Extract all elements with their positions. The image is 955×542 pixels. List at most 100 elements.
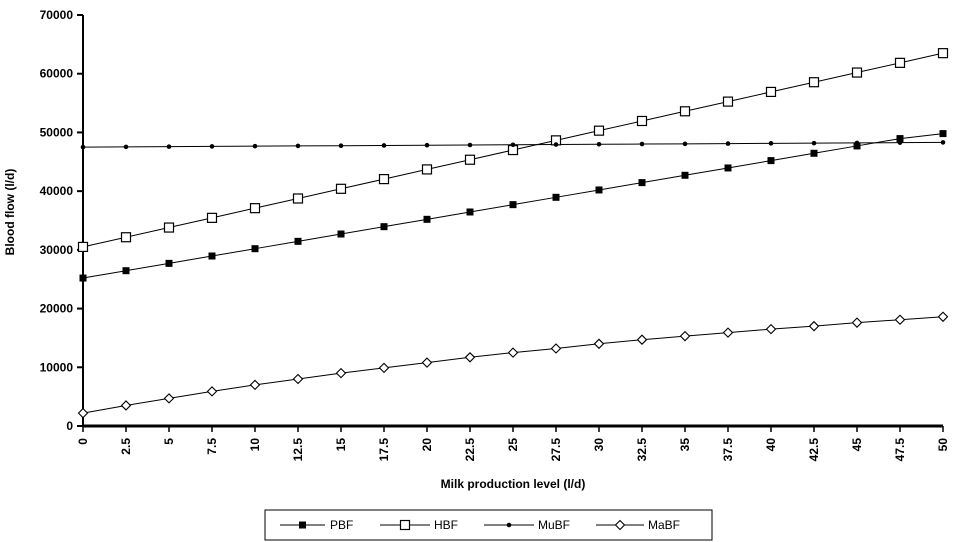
data-point-hbf [292, 193, 304, 204]
data-point-hbf [851, 67, 863, 78]
data-point-pbf [724, 164, 732, 172]
data-point-pbf [251, 245, 259, 253]
data-point-mabf [292, 373, 304, 385]
data-point-mabf [163, 393, 175, 404]
x-tick-label: 30 [592, 438, 606, 452]
data-point-pbf [896, 135, 904, 143]
data-point-mabf [679, 330, 691, 342]
data-point-mubf [854, 140, 860, 146]
data-point-mabf [120, 400, 132, 411]
data-point-mabf [206, 386, 218, 397]
data-point-hbf [894, 57, 906, 68]
data-point-mubf [768, 141, 774, 146]
data-point-hbf [808, 77, 820, 88]
data-point-pbf [767, 157, 775, 165]
data-point-hbf [77, 241, 89, 253]
data-point-mubf [338, 143, 344, 148]
legend-marker-mubf [506, 522, 512, 528]
data-point-mabf [765, 323, 777, 335]
data-point-hbf [679, 106, 691, 117]
x-tick-label: 37.5 [721, 438, 735, 462]
x-tick-label: 25 [506, 438, 520, 452]
data-point-hbf [593, 125, 605, 136]
y-tick-label: 0 [66, 419, 73, 433]
data-point-pbf [466, 208, 474, 216]
x-tick-label: 42.5 [807, 438, 821, 462]
data-point-mubf [811, 140, 817, 146]
data-point-mubf [123, 144, 129, 150]
data-point-mubf [209, 144, 215, 149]
data-point-hbf [249, 203, 261, 214]
data-point-mabf [335, 367, 347, 379]
legend-marker-hbf [399, 519, 411, 531]
data-point-mabf [421, 357, 433, 368]
data-point-hbf [120, 232, 132, 243]
data-point-pbf [337, 230, 345, 238]
data-point-pbf [681, 171, 689, 179]
x-tick-label: 20 [420, 438, 434, 452]
data-point-mubf [940, 140, 946, 145]
data-point-hbf [722, 96, 734, 107]
data-point-mabf [378, 362, 390, 374]
x-axis-ticks: 0 2.5 5 7.5 10 12.5 15 17.5 20 22.5 25 27.5 30 32.5 35… [76, 426, 950, 461]
data-point-mubf [295, 143, 301, 149]
data-point-hbf [335, 183, 347, 194]
data-point-mabf [894, 314, 906, 326]
x-tick-label: 7.5 [205, 438, 219, 455]
data-point-hbf [206, 212, 218, 223]
data-point-hbf [378, 174, 390, 185]
data-point-hbf [464, 154, 476, 165]
y-tick-label: 40000 [40, 184, 74, 198]
x-tick-label: 50 [936, 438, 950, 452]
x-tick-label: 27.5 [549, 438, 563, 462]
data-point-mabf [722, 327, 734, 338]
data-point-mubf [467, 142, 473, 148]
series-lines [82, 52, 944, 414]
data-point-hbf [163, 222, 175, 233]
x-tick-label: 12.5 [291, 438, 305, 462]
data-point-mubf [510, 142, 516, 148]
data-point-pbf [853, 142, 861, 150]
data-point-pbf [165, 259, 173, 267]
y-axis-title: Blood flow (l/d) [3, 169, 17, 256]
data-point-mubf [381, 143, 387, 148]
data-point-mabf [507, 347, 519, 358]
data-point-mubf [639, 141, 645, 147]
data-point-hbf [636, 115, 648, 127]
data-point-mubf [553, 142, 559, 147]
data-point-pbf [552, 193, 560, 201]
data-point-mabf [808, 320, 820, 332]
data-point-hbf [421, 164, 433, 175]
data-point-mabf [77, 407, 89, 419]
legend-label-hbf: HBF [434, 518, 458, 532]
x-tick-label: 47.5 [893, 438, 907, 462]
data-point-mubf [166, 144, 172, 149]
data-point-pbf [939, 130, 947, 138]
data-point-mubf [80, 144, 86, 150]
data-point-mubf [424, 142, 430, 148]
legend: PBF HBF MuBF MaBF [264, 509, 713, 541]
data-point-pbf [595, 186, 603, 194]
data-point-mubf [725, 141, 731, 146]
x-tick-label: 10 [248, 438, 262, 452]
data-point-pbf [810, 149, 818, 157]
data-point-mabf [464, 352, 476, 363]
x-axis-title: Milk production level (l/d) [441, 477, 586, 491]
data-point-mabf [550, 343, 562, 354]
y-tick-label: 30000 [40, 243, 74, 257]
x-tick-label: 22.5 [463, 438, 477, 462]
y-tick-label: 70000 [40, 8, 74, 22]
x-tick-label: 45 [850, 438, 864, 452]
y-tick-label: 10000 [40, 360, 74, 374]
data-point-mubf [596, 141, 602, 147]
data-point-pbf [380, 223, 388, 231]
data-point-mabf [636, 334, 648, 345]
x-tick-label: 40 [764, 438, 778, 452]
data-point-mabf [851, 317, 863, 328]
legend-marker-mabf [614, 519, 626, 531]
data-point-pbf [294, 237, 302, 245]
data-point-pbf [509, 201, 517, 209]
legend-label-mubf: MuBF [538, 518, 570, 532]
data-point-hbf [765, 86, 777, 98]
data-point-pbf [638, 179, 646, 187]
